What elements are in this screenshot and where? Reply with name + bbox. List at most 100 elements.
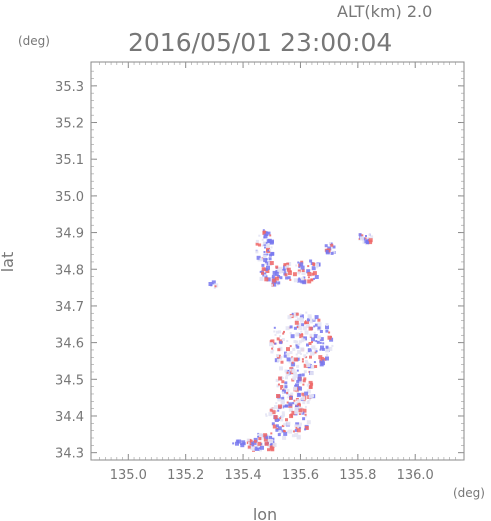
- echo-point-negative: [262, 229, 265, 232]
- echo-point-negative: [316, 340, 320, 344]
- echo-point-positive: [320, 356, 324, 360]
- echo-point-neutral: [270, 246, 273, 249]
- echo-point-positive: [302, 383, 305, 386]
- y-tick-label: 34.9: [55, 227, 84, 242]
- echo-point-negative: [281, 396, 285, 400]
- echo-point-negative: [275, 428, 279, 432]
- echo-point-neutral: [292, 376, 297, 381]
- x-axis-label: lon: [253, 505, 277, 521]
- echo-point-negative: [332, 245, 336, 249]
- echo-point-negative: [301, 323, 305, 327]
- echo-point-positive: [293, 430, 295, 433]
- echo-point-positive: [361, 234, 364, 237]
- echo-point-neutral: [296, 322, 301, 327]
- echo-point-neutral: [261, 238, 264, 241]
- echo-point-positive: [328, 331, 331, 334]
- echo-point-neutral: [268, 412, 273, 417]
- echo-point-neutral: [277, 267, 282, 272]
- echo-point-positive: [307, 276, 310, 279]
- echo-point-negative: [254, 448, 257, 451]
- echo-point-positive: [261, 267, 266, 272]
- echo-point-negative: [283, 354, 287, 358]
- echo-point-neutral: [276, 358, 280, 362]
- echo-point-negative: [277, 281, 281, 285]
- echo-point-positive: [309, 385, 313, 389]
- echo-point-positive: [286, 267, 291, 272]
- echo-point-positive: [276, 337, 280, 341]
- echo-point-neutral: [298, 340, 302, 344]
- echo-point-positive: [276, 394, 280, 398]
- echo-point-negative: [260, 445, 264, 450]
- echo-point-neutral: [279, 366, 283, 371]
- echo-point-neutral: [300, 347, 305, 352]
- echo-point-positive: [285, 418, 288, 422]
- echo-point-negative: [295, 344, 298, 347]
- echo-point-negative: [252, 440, 257, 445]
- echo-point-neutral: [272, 346, 274, 348]
- echo-point-neutral: [275, 330, 279, 334]
- echo-point-negative: [299, 262, 304, 267]
- echo-point-negative: [325, 356, 329, 361]
- echo-point-neutral: [309, 319, 314, 324]
- echo-point-neutral: [304, 359, 308, 363]
- echo-point-positive: [330, 243, 334, 247]
- echo-point-neutral: [318, 336, 321, 339]
- echo-point-positive: [272, 278, 277, 283]
- echo-point-negative: [277, 409, 280, 412]
- echo-point-negative: [298, 266, 301, 269]
- echo-point-neutral: [285, 372, 290, 377]
- echo-point-neutral: [299, 313, 302, 316]
- echo-point-neutral: [255, 250, 259, 254]
- echo-point-positive: [312, 271, 317, 276]
- echo-point-positive: [277, 348, 281, 352]
- echo-point-negative: [365, 241, 369, 244]
- echo-point-neutral: [291, 357, 295, 361]
- echo-point-negative: [268, 257, 272, 261]
- echo-point-negative: [303, 276, 306, 279]
- echo-point-negative: [311, 266, 316, 271]
- echo-point-positive: [263, 433, 268, 438]
- y-tick-label: 35.2: [55, 117, 84, 132]
- echo-point-negative: [284, 381, 288, 385]
- echo-point-positive: [282, 332, 285, 335]
- echo-point-positive: [302, 379, 306, 383]
- echo-point-neutral: [284, 264, 289, 269]
- echo-point-positive: [273, 415, 278, 420]
- echo-point-neutral: [288, 429, 293, 434]
- echo-point-positive: [257, 441, 262, 446]
- echo-point-neutral: [286, 388, 290, 392]
- echo-point-neutral: [251, 447, 255, 451]
- echo-point-positive: [314, 351, 317, 354]
- echo-point-positive: [287, 271, 292, 276]
- x-tick-label: 135.8: [339, 468, 376, 483]
- echo-point-negative: [282, 269, 286, 273]
- echo-point-negative: [272, 282, 277, 287]
- echo-point-neutral: [291, 368, 296, 373]
- echo-point-neutral: [286, 340, 289, 342]
- echo-point-negative: [269, 253, 272, 257]
- echo-point-neutral: [267, 443, 272, 448]
- echo-point-negative: [263, 258, 268, 263]
- echo-point-neutral: [294, 345, 297, 348]
- echo-point-neutral: [365, 237, 368, 240]
- echo-point-negative: [307, 348, 312, 353]
- echo-point-positive: [286, 401, 289, 404]
- echo-point-negative: [313, 325, 316, 328]
- y-tick-label: 35.0: [55, 190, 84, 205]
- echo-point-neutral: [315, 263, 319, 268]
- echo-point-neutral: [281, 377, 284, 379]
- echo-point-positive: [299, 334, 304, 339]
- echo-point-neutral: [312, 318, 315, 321]
- echo-point-neutral: [306, 383, 310, 387]
- echo-point-neutral: [283, 422, 287, 426]
- echo-point-neutral: [306, 420, 311, 425]
- echo-point-positive: [263, 437, 268, 442]
- echo-point-negative: [322, 359, 325, 362]
- echo-point-positive: [249, 442, 252, 445]
- echo-point-negative: [314, 323, 318, 327]
- y-axis-label: lat: [0, 252, 17, 273]
- y-tick-label: 35.1: [55, 153, 84, 168]
- echo-point-negative: [296, 393, 301, 398]
- echo-point-negative: [313, 334, 318, 339]
